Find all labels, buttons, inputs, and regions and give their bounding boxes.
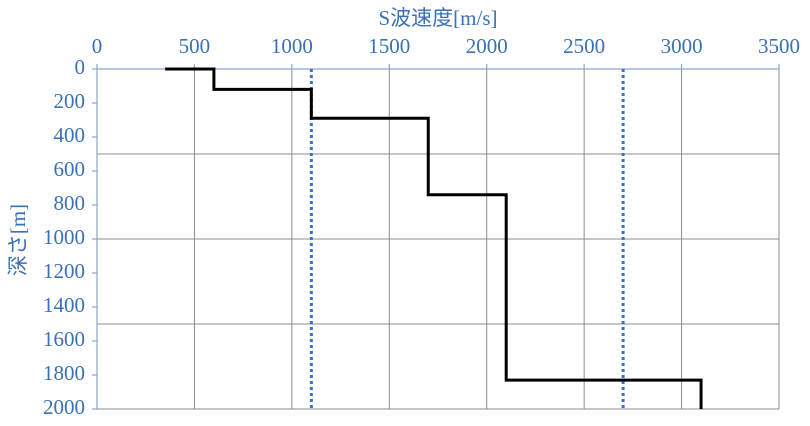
x-tick-label: 3500 [758, 34, 800, 58]
y-tick-label: 1600 [43, 327, 85, 351]
y-tick-label: 1800 [43, 361, 85, 385]
y-tick-label: 1000 [43, 225, 85, 249]
y-tick-label: 0 [75, 55, 86, 79]
data-line [165, 67, 703, 409]
x-tick-label: 0 [92, 34, 103, 58]
y-tick-label: 800 [54, 191, 86, 215]
x-tick-label: 1500 [368, 34, 410, 58]
x-tick-label: 500 [179, 34, 211, 58]
x-tick-label: 2500 [563, 34, 605, 58]
y-tick-label: 400 [54, 123, 86, 147]
y-tick-label: 600 [54, 157, 86, 181]
y-tick-label: 1200 [43, 259, 85, 283]
chart-title: S波速度[m/s] [378, 6, 497, 30]
y-tick-label: 200 [54, 89, 86, 113]
x-tick-label: 2000 [466, 34, 508, 58]
x-tick-label: 3000 [661, 34, 703, 58]
y-tick-label: 2000 [43, 395, 85, 419]
x-tick-label: 1000 [271, 34, 313, 58]
y-tick-label: 1400 [43, 293, 85, 317]
y-axis-label: 深さ[m] [6, 204, 30, 276]
